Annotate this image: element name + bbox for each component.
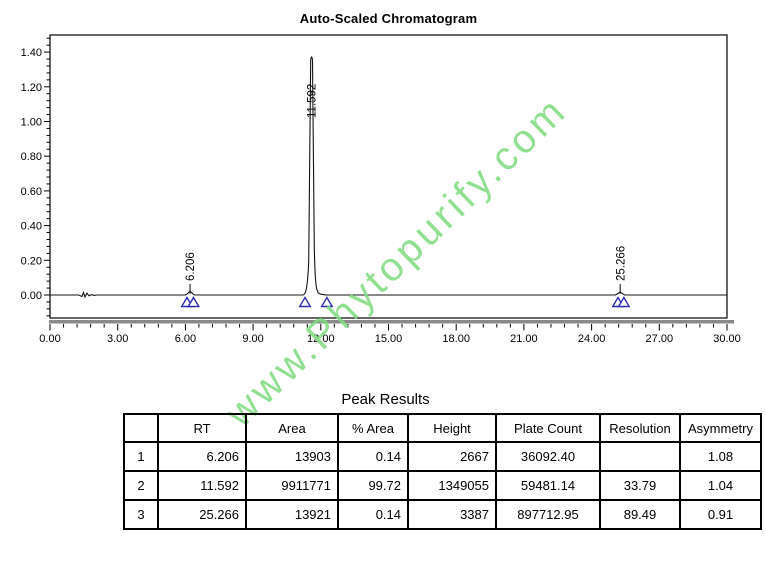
table-row: 2 11.592 9911771 99.72 1349055 59481.14 33.79 1… — [123, 470, 762, 501]
peak-results-table: RT Area% Area Height Plate Count Resolution A… — [123, 413, 762, 530]
y-tick-label: 0.40 — [21, 221, 42, 233]
x-tick-label: 0.00 — [39, 333, 60, 345]
integration-marker — [298, 296, 312, 308]
column-header-plate-count: Plate Count — [495, 413, 601, 443]
y-tick-label: 0.00 — [21, 290, 42, 302]
table-cell: 3387 — [407, 499, 497, 530]
y-tick-label: 1.00 — [21, 117, 42, 129]
table-row: 1 6.206 13903 0.14 2667 36092.40 1.08 — [123, 441, 762, 472]
chromatogram-plot: 0.00 0.20 0.40 0.60 0.80 1.00 1.20 1.40 0.00 3.00… — [21, 34, 741, 345]
table-cell: 33.79 — [599, 470, 681, 501]
table-title: Peak Results — [341, 391, 430, 408]
y-tick-label: 1.40 — [21, 47, 42, 59]
table-cell: 99.72 — [337, 470, 409, 501]
x-tick-label: 24.00 — [578, 333, 606, 345]
x-tick-label: 18.00 — [442, 333, 470, 345]
y-tick-label: 1.20 — [21, 82, 42, 94]
table-cell: 25.266 — [157, 499, 247, 530]
y-tick-label: 0.80 — [21, 151, 42, 163]
x-tick-label: 6.00 — [175, 333, 196, 345]
x-tick-label: 15.00 — [375, 333, 403, 345]
table-cell: 1 — [123, 441, 159, 472]
y-tick-label: 0.20 — [21, 255, 42, 267]
column-header-rt: RT — [157, 413, 247, 443]
table-cell: 36092.40 — [495, 441, 601, 472]
column-header-asymmetry: Asymmetry — [679, 413, 762, 443]
column-header-height: Height — [407, 413, 497, 443]
column-header-resolution: Resolution — [599, 413, 681, 443]
x-tick-label: 12.00 — [307, 333, 335, 345]
table-header: RT Area% Area Height Plate Count Resolution A… — [123, 413, 762, 443]
table-cell: 1.08 — [679, 441, 762, 472]
integration-marker — [617, 296, 631, 308]
x-tick-label: 21.00 — [510, 333, 538, 345]
column-header-area: Area — [245, 413, 339, 443]
table-row: 3 25.266 13921 0.14 3387 897712.95 89.49 0.91 — [123, 499, 762, 530]
table-cell: 0.91 — [679, 499, 762, 530]
peak-labels: 6.206 11.592 25.266 — [185, 84, 627, 294]
table-cell: 1.04 — [679, 470, 762, 501]
column-header-index — [123, 413, 159, 443]
table-cell: 59481.14 — [495, 470, 601, 501]
peak-rt-label: 11.592 — [307, 84, 319, 118]
integration-marker — [320, 296, 334, 308]
table-body: 1 6.206 13903 0.14 2667 36092.40 1.08 2 11.592 99… — [123, 441, 762, 530]
x-tick-label: 9.00 — [242, 333, 263, 345]
table-cell: 13903 — [245, 441, 339, 472]
x-axis-bar — [49, 320, 734, 324]
table-cell: 2 — [123, 470, 159, 501]
table-cell: 13921 — [245, 499, 339, 530]
x-axis: 0.00 3.00 6.00 9.00 12.00 15.00 18.00 21.00 24.0… — [39, 324, 741, 345]
table-cell: 3 — [123, 499, 159, 530]
y-tick-label: 0.60 — [21, 186, 42, 198]
integration-markers — [180, 296, 631, 308]
table-cell: 6.206 — [157, 441, 247, 472]
chart-title: Auto-Scaled Chromatogram — [299, 11, 478, 26]
y-axis: 0.00 0.20 0.40 0.60 0.80 1.00 1.20 1.40 — [21, 37, 50, 317]
table-cell: 1349055 — [407, 470, 497, 501]
chromatogram-trace — [50, 56, 727, 299]
integration-marker — [186, 296, 201, 308]
table-cell: 9911771 — [245, 470, 339, 501]
plot-frame — [49, 34, 728, 319]
peak-rt-label: 25.266 — [615, 246, 627, 281]
x-tick-label: 30.00 — [713, 333, 741, 345]
column-header--area: % Area — [337, 413, 409, 443]
table-cell: 2667 — [407, 441, 497, 472]
table-cell — [599, 441, 681, 472]
header-row: RT Area% Area Height Plate Count Resolution A… — [123, 413, 762, 443]
x-tick-label: 3.00 — [107, 333, 128, 345]
table-cell: 11.592 — [157, 470, 247, 501]
x-tick-label: 27.00 — [646, 333, 674, 345]
table-cell: 0.14 — [337, 499, 409, 530]
table-cell: 89.49 — [599, 499, 681, 530]
table-cell: 0.14 — [337, 441, 409, 472]
peak-rt-label: 6.206 — [185, 252, 197, 281]
table-cell: 897712.95 — [495, 499, 601, 530]
